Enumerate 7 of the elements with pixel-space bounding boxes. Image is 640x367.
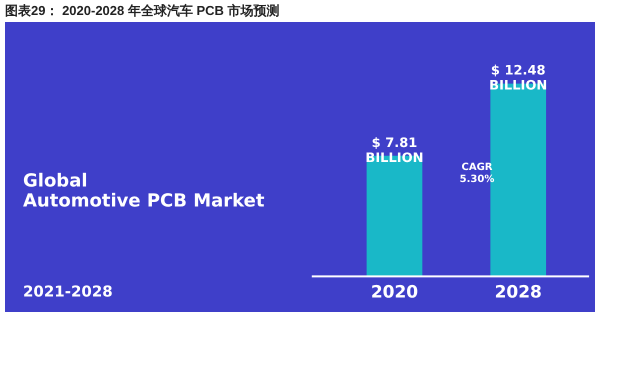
- text: Global Automotive PCB Market: [23, 170, 265, 212]
- text: 2021-2028: [23, 282, 113, 301]
- data-label: $ 12.48 BILLION: [489, 64, 548, 94]
- x-tick-label: 2020: [370, 282, 418, 302]
- x-tick-label: 2028: [494, 282, 542, 302]
- data-label: $ 7.81 BILLION: [365, 136, 424, 166]
- text: 图表29： 2020-2028 年全球汽车 PCB 市场预测: [5, 3, 280, 18]
